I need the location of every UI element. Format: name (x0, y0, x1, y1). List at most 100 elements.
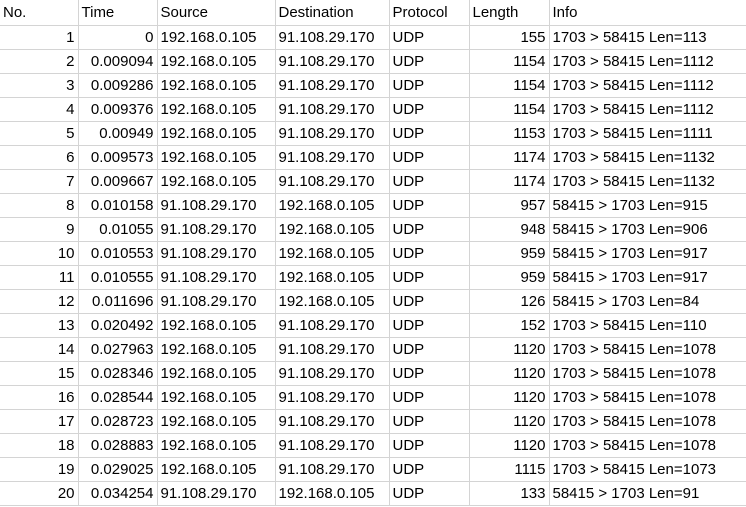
cell-time[interactable]: 0.00949 (78, 121, 158, 146)
cell-info[interactable]: 1703 > 58415 Len=1111 (549, 121, 746, 146)
cell-info[interactable]: 58415 > 1703 Len=91 (549, 481, 746, 506)
cell-info[interactable]: 58415 > 1703 Len=915 (549, 193, 746, 218)
cell-length[interactable]: 1120 (469, 433, 550, 458)
cell-info[interactable]: 1703 > 58415 Len=110 (549, 313, 746, 338)
cell-source[interactable]: 192.168.0.105 (157, 121, 276, 146)
cell-source[interactable]: 91.108.29.170 (157, 265, 276, 290)
cell-source[interactable]: 192.168.0.105 (157, 49, 276, 74)
cell-protocol[interactable]: UDP (389, 97, 470, 122)
cell-destination[interactable]: 91.108.29.170 (275, 385, 390, 410)
cell-protocol[interactable]: UDP (389, 121, 470, 146)
cell-protocol[interactable]: UDP (389, 385, 470, 410)
cell-length[interactable]: 155 (469, 25, 550, 50)
table-row[interactable]: 6 0.009573 192.168.0.105 91.108.29.170 UDP 11… (0, 145, 746, 170)
cell-no[interactable]: 5 (0, 121, 79, 146)
cell-info[interactable]: 58415 > 1703 Len=917 (549, 265, 746, 290)
cell-protocol[interactable]: UDP (389, 241, 470, 266)
cell-info[interactable]: 58415 > 1703 Len=84 (549, 289, 746, 314)
cell-destination[interactable]: 91.108.29.170 (275, 121, 390, 146)
cell-protocol[interactable]: UDP (389, 73, 470, 98)
cell-no[interactable]: 10 (0, 241, 79, 266)
header-no[interactable]: No. (0, 0, 79, 26)
cell-no[interactable]: 12 (0, 289, 79, 314)
cell-no[interactable]: 7 (0, 169, 79, 194)
cell-protocol[interactable]: UDP (389, 25, 470, 50)
table-row[interactable]: 4 0.009376 192.168.0.105 91.108.29.170 UDP 11… (0, 97, 746, 122)
cell-no[interactable]: 8 (0, 193, 79, 218)
cell-length[interactable]: 948 (469, 217, 550, 242)
cell-destination[interactable]: 192.168.0.105 (275, 265, 390, 290)
cell-protocol[interactable]: UDP (389, 337, 470, 362)
cell-info[interactable]: 1703 > 58415 Len=1078 (549, 361, 746, 386)
cell-destination[interactable]: 91.108.29.170 (275, 433, 390, 458)
cell-source[interactable]: 192.168.0.105 (157, 409, 276, 434)
header-protocol[interactable]: Protocol (389, 0, 470, 26)
cell-protocol[interactable]: UDP (389, 433, 470, 458)
cell-info[interactable]: 1703 > 58415 Len=1132 (549, 145, 746, 170)
cell-length[interactable]: 1174 (469, 145, 550, 170)
cell-info[interactable]: 1703 > 58415 Len=1078 (549, 409, 746, 434)
cell-source[interactable]: 192.168.0.105 (157, 433, 276, 458)
cell-destination[interactable]: 91.108.29.170 (275, 337, 390, 362)
cell-length[interactable]: 1174 (469, 169, 550, 194)
table-row[interactable]: 2 0.009094 192.168.0.105 91.108.29.170 UDP 11… (0, 49, 746, 74)
cell-no[interactable]: 13 (0, 313, 79, 338)
table-row[interactable]: 16 0.028544 192.168.0.105 91.108.29.170 UDP 1… (0, 385, 746, 410)
header-time[interactable]: Time (78, 0, 158, 26)
table-row[interactable]: 14 0.027963 192.168.0.105 91.108.29.170 UDP 1… (0, 337, 746, 362)
table-row[interactable]: 18 0.028883 192.168.0.105 91.108.29.170 UDP 1… (0, 433, 746, 458)
cell-length[interactable]: 1120 (469, 361, 550, 386)
cell-source[interactable]: 192.168.0.105 (157, 145, 276, 170)
cell-no[interactable]: 17 (0, 409, 79, 434)
cell-source[interactable]: 192.168.0.105 (157, 73, 276, 98)
cell-source[interactable]: 192.168.0.105 (157, 337, 276, 362)
cell-time[interactable]: 0.028346 (78, 361, 158, 386)
cell-info[interactable]: 1703 > 58415 Len=1078 (549, 433, 746, 458)
cell-destination[interactable]: 192.168.0.105 (275, 481, 390, 506)
cell-time[interactable]: 0.01055 (78, 217, 158, 242)
cell-protocol[interactable]: UDP (389, 193, 470, 218)
cell-no[interactable]: 19 (0, 457, 79, 482)
cell-source[interactable]: 192.168.0.105 (157, 457, 276, 482)
cell-destination[interactable]: 91.108.29.170 (275, 169, 390, 194)
header-info[interactable]: Info (549, 0, 746, 26)
cell-info[interactable]: 58415 > 1703 Len=917 (549, 241, 746, 266)
cell-protocol[interactable]: UDP (389, 217, 470, 242)
cell-time[interactable]: 0.028544 (78, 385, 158, 410)
cell-length[interactable]: 1154 (469, 73, 550, 98)
cell-protocol[interactable]: UDP (389, 481, 470, 506)
cell-no[interactable]: 11 (0, 265, 79, 290)
cell-destination[interactable]: 91.108.29.170 (275, 49, 390, 74)
cell-protocol[interactable]: UDP (389, 361, 470, 386)
table-row[interactable]: 11 0.010555 91.108.29.170 192.168.0.105 UDP 9… (0, 265, 746, 290)
cell-protocol[interactable]: UDP (389, 313, 470, 338)
cell-no[interactable]: 2 (0, 49, 79, 74)
cell-length[interactable]: 1154 (469, 97, 550, 122)
cell-source[interactable]: 192.168.0.105 (157, 97, 276, 122)
cell-source[interactable]: 192.168.0.105 (157, 169, 276, 194)
cell-info[interactable]: 1703 > 58415 Len=1112 (549, 97, 746, 122)
cell-source[interactable]: 192.168.0.105 (157, 25, 276, 50)
cell-source[interactable]: 192.168.0.105 (157, 313, 276, 338)
cell-destination[interactable]: 192.168.0.105 (275, 193, 390, 218)
cell-destination[interactable]: 91.108.29.170 (275, 457, 390, 482)
cell-no[interactable]: 3 (0, 73, 79, 98)
cell-info[interactable]: 1703 > 58415 Len=1112 (549, 49, 746, 74)
cell-no[interactable]: 4 (0, 97, 79, 122)
cell-time[interactable]: 0.020492 (78, 313, 158, 338)
cell-source[interactable]: 91.108.29.170 (157, 217, 276, 242)
cell-destination[interactable]: 91.108.29.170 (275, 73, 390, 98)
cell-time[interactable]: 0.009573 (78, 145, 158, 170)
cell-destination[interactable]: 192.168.0.105 (275, 241, 390, 266)
header-source[interactable]: Source (157, 0, 276, 26)
cell-destination[interactable]: 192.168.0.105 (275, 217, 390, 242)
table-row[interactable]: 1 0 192.168.0.105 91.108.29.170 UDP 155 1703 >… (0, 25, 746, 50)
table-row[interactable]: 12 0.011696 91.108.29.170 192.168.0.105 UDP 1… (0, 289, 746, 314)
cell-info[interactable]: 1703 > 58415 Len=113 (549, 25, 746, 50)
cell-source[interactable]: 91.108.29.170 (157, 289, 276, 314)
cell-info[interactable]: 1703 > 58415 Len=1132 (549, 169, 746, 194)
cell-protocol[interactable]: UDP (389, 169, 470, 194)
table-row[interactable]: 13 0.020492 192.168.0.105 91.108.29.170 UDP 1… (0, 313, 746, 338)
cell-no[interactable]: 14 (0, 337, 79, 362)
cell-no[interactable]: 20 (0, 481, 79, 506)
